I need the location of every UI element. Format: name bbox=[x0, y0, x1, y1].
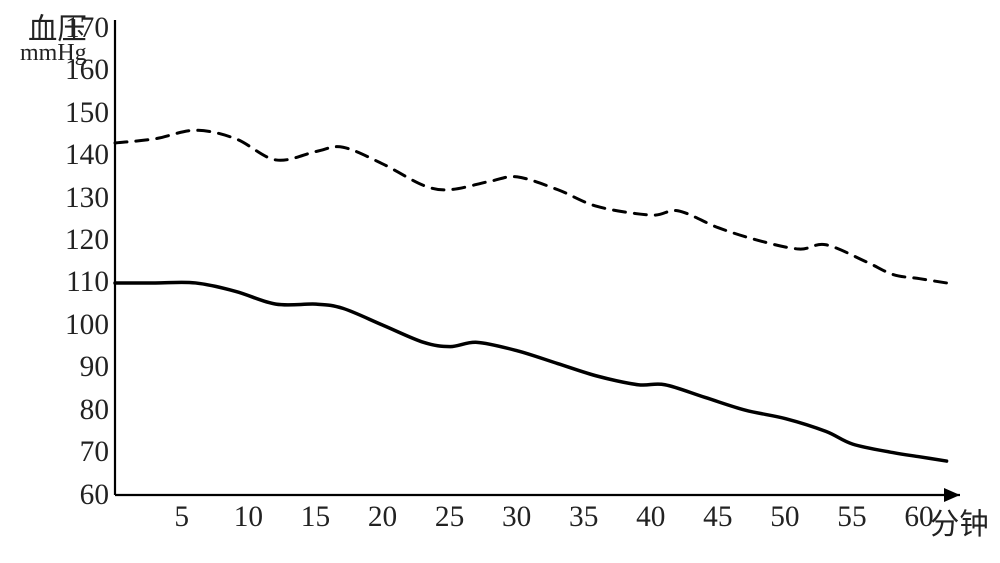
x-tick-label: 15 bbox=[301, 501, 330, 534]
y-tick-label: 70 bbox=[80, 436, 109, 469]
x-tick-label: 10 bbox=[234, 501, 263, 534]
bp-line-chart: 血压 mmHg 分钟 60708090100110120130140150160… bbox=[0, 0, 1000, 563]
x-tick-label: 50 bbox=[770, 501, 799, 534]
x-tick-label: 55 bbox=[837, 501, 866, 534]
series-diastolic bbox=[115, 282, 947, 461]
x-tick-label: 5 bbox=[174, 501, 189, 534]
y-tick-label: 90 bbox=[80, 351, 109, 384]
x-tick-label: 40 bbox=[636, 501, 665, 534]
y-tick-label: 110 bbox=[66, 266, 109, 299]
y-tick-label: 60 bbox=[80, 479, 109, 512]
x-tick-label: 60 bbox=[904, 501, 933, 534]
x-tick-label: 35 bbox=[569, 501, 598, 534]
x-tick-label: 25 bbox=[435, 501, 464, 534]
y-tick-label: 140 bbox=[65, 139, 109, 172]
y-tick-label: 120 bbox=[65, 224, 109, 257]
series-systolic bbox=[115, 130, 947, 283]
y-tick-label: 150 bbox=[65, 97, 109, 130]
x-tick-label: 20 bbox=[368, 501, 397, 534]
chart-svg bbox=[0, 0, 1000, 563]
y-tick-label: 160 bbox=[65, 54, 109, 87]
x-tick-label: 30 bbox=[502, 501, 531, 534]
y-tick-label: 130 bbox=[65, 182, 109, 215]
x-tick-label: 45 bbox=[703, 501, 732, 534]
x-axis-unit: 分钟 bbox=[930, 501, 989, 543]
y-tick-label: 100 bbox=[65, 309, 109, 342]
y-tick-label: 80 bbox=[80, 394, 109, 427]
y-tick-label: 170 bbox=[65, 12, 109, 45]
